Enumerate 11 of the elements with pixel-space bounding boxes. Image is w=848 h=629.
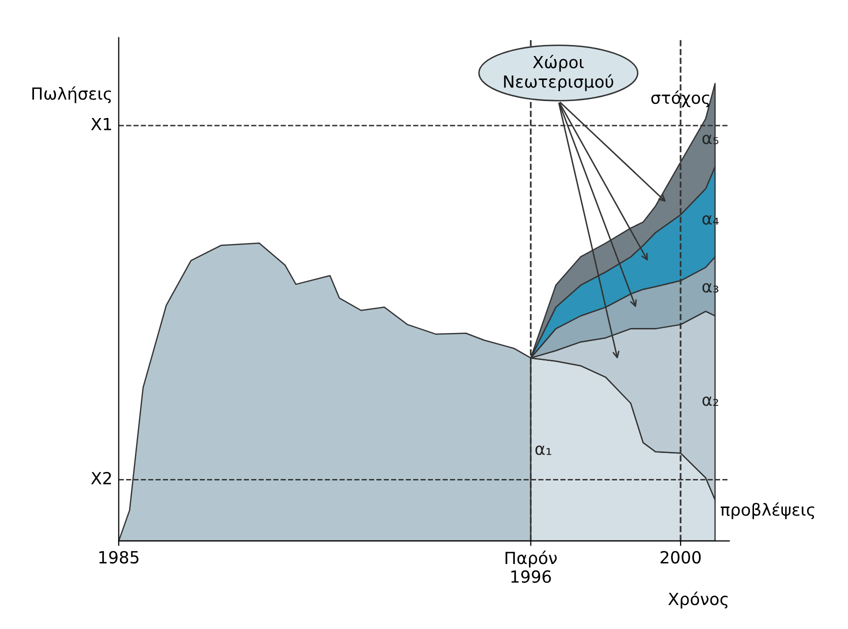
x-tick-label: 1985	[99, 550, 138, 564]
x-tick-label: 2000	[660, 550, 701, 564]
x-tick-label: Παρόν 1996	[506, 550, 557, 583]
ref-line-label: X1	[91, 118, 112, 130]
x-axis-title: Χρόνος	[668, 592, 728, 609]
ref-line-label: X2	[91, 472, 111, 484]
annotation: Χώροι Νεωτερισμού	[504, 54, 614, 92]
annotation: στόχος	[651, 90, 710, 108]
annotation: προβλέψεις	[720, 502, 814, 520]
series-label: α₁	[535, 446, 552, 456]
y-axis-title: Πωλήσεις	[32, 86, 111, 104]
